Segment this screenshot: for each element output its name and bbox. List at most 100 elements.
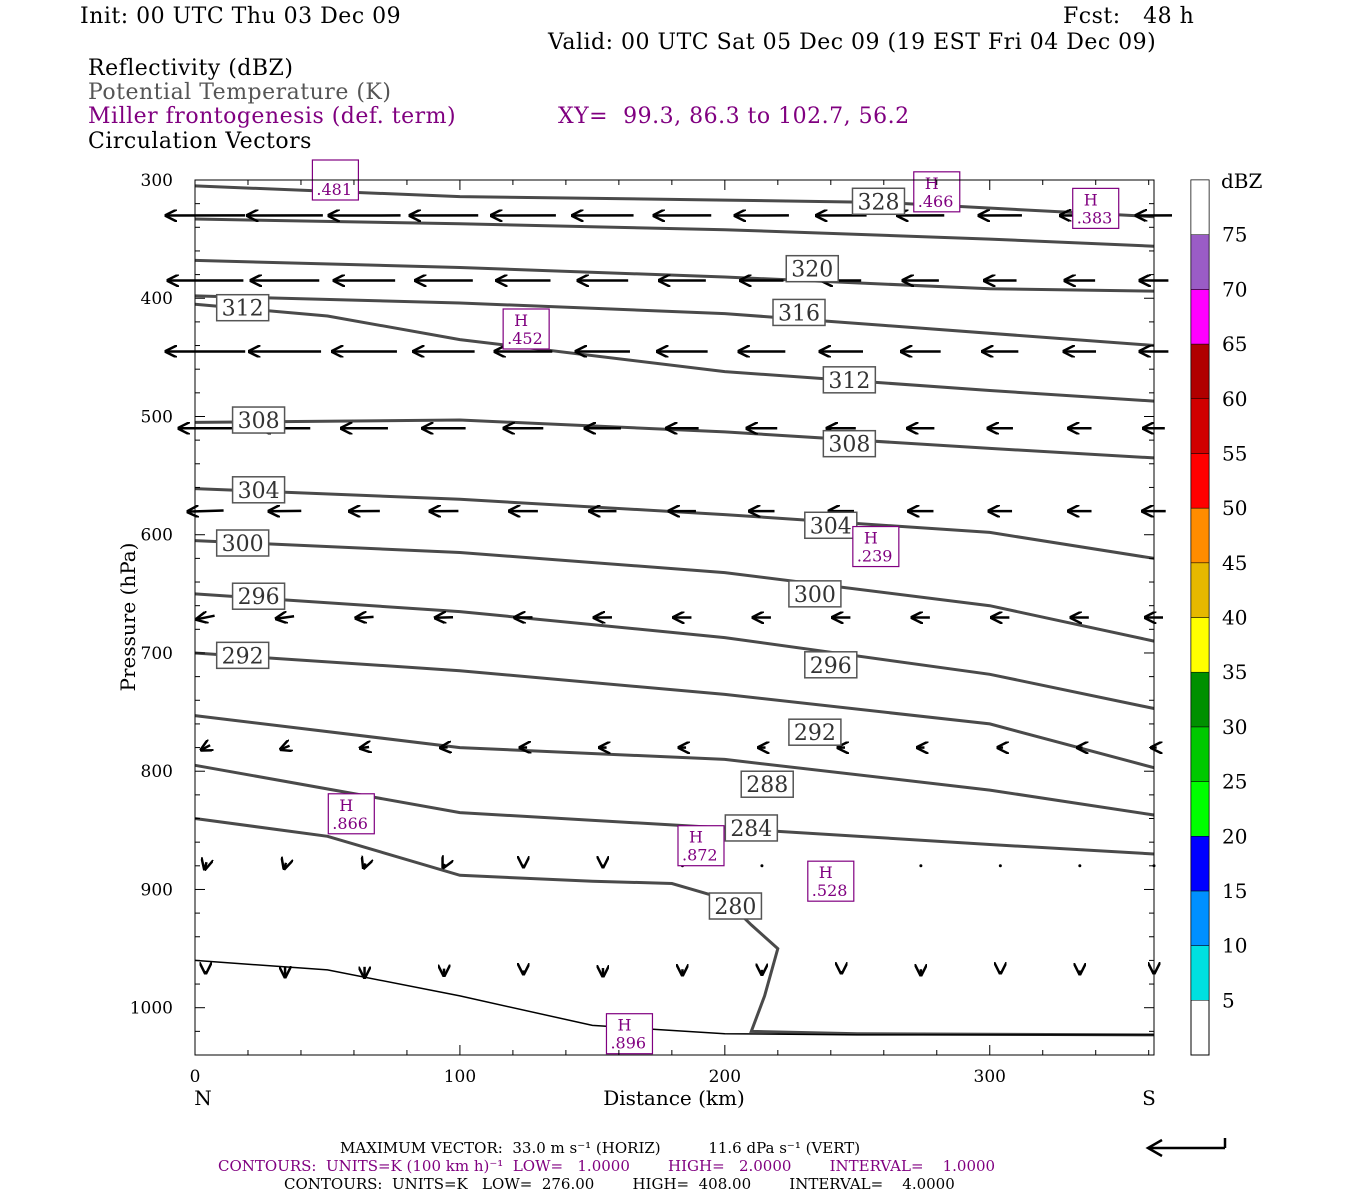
theta-label-304: 304	[804, 511, 858, 539]
svg-text:312: 312	[828, 369, 870, 394]
circulation-vector	[201, 745, 210, 750]
y-tick-label: 400	[141, 289, 173, 309]
theta-contour-316	[194, 294, 1155, 347]
theta-label-288: 288	[740, 770, 794, 798]
colorbar-level-label: 40	[1222, 606, 1247, 630]
colorbar-level-label: 15	[1222, 879, 1247, 903]
circulation-vector	[760, 864, 764, 868]
colorbar-level-label: 5	[1222, 988, 1235, 1012]
frontogenesis-high: H.239	[852, 525, 900, 568]
theta-label-300: 300	[215, 529, 270, 557]
svg-text:320: 320	[791, 258, 833, 283]
y-tick-label: 1000	[130, 999, 173, 1019]
frontogenesis-high: H.452	[502, 308, 550, 350]
y-tick-label: 700	[141, 644, 173, 664]
circulation-vector	[443, 864, 445, 868]
theta-label-308: 308	[231, 406, 286, 434]
circulation-vector	[197, 616, 215, 620]
theta-contour-296	[194, 592, 1155, 710]
circulation-vector	[284, 863, 286, 869]
circulation-vector	[360, 747, 369, 748]
x-tick-label: 100	[444, 1067, 476, 1087]
x-tick-label: 0	[190, 1067, 201, 1087]
colorbar-swatch	[1190, 234, 1210, 290]
plot-frame	[194, 179, 1155, 1056]
svg-text:328: 328	[857, 190, 899, 215]
colorbar-swatch	[1190, 671, 1210, 728]
init-time: Init: 00 UTC Thu 03 Dec 09	[80, 4, 402, 29]
svg-text:304: 304	[810, 514, 852, 539]
x-tick-label: 200	[709, 1067, 741, 1087]
colorbar-level-label: 70	[1222, 277, 1247, 301]
y-tick-label: 800	[141, 762, 173, 782]
theta-label-308: 308	[822, 429, 877, 458]
svg-text:H: H	[1084, 190, 1098, 209]
theta-label-292: 292	[215, 641, 270, 669]
svg-text:H: H	[514, 311, 528, 330]
svg-text:.872: .872	[682, 846, 718, 865]
theta-contour-328	[194, 184, 1155, 219]
theta-contour-276	[194, 959, 1154, 1036]
theta-contour-288	[194, 714, 1155, 817]
y-tick-label: 500	[141, 407, 173, 427]
circulation-vector	[205, 862, 207, 869]
circulation-vector	[1078, 864, 1082, 868]
theta-contour-312	[194, 302, 1155, 403]
colorbar-swatch	[1190, 398, 1210, 454]
colorbar-level-label: 25	[1222, 770, 1247, 794]
colorbar-swatch	[1190, 836, 1210, 892]
colorbar-level-label: 50	[1222, 496, 1247, 520]
svg-text:H: H	[689, 828, 703, 847]
colorbar-swatch	[1190, 945, 1210, 1001]
svg-text:296: 296	[810, 654, 852, 679]
theta-contour-320	[194, 258, 1155, 293]
svg-text:H: H	[339, 796, 353, 815]
x-end-label-north: N	[194, 1086, 212, 1110]
field-potential-temperature: Potential Temperature (K)	[88, 80, 392, 105]
svg-text:.528: .528	[812, 881, 848, 900]
frontogenesis-high: H.866	[327, 793, 375, 835]
colorbar-swatch	[1190, 781, 1210, 837]
y-tick-label: 300	[141, 171, 173, 191]
circulation-vector	[440, 747, 447, 748]
colorbar-swatch	[1190, 890, 1210, 946]
theta-label-296: 296	[231, 582, 286, 610]
colorbar-level-label: 45	[1222, 551, 1247, 575]
svg-text:H: H	[925, 174, 939, 193]
svg-text:.452: .452	[507, 329, 543, 348]
theta-contour-note: CONTOURS: UNITS=K LOW= 276.00 HIGH= 408.…	[284, 1175, 955, 1193]
field-frontogenesis: Miller frontogenesis (def. term)	[88, 104, 457, 129]
y-tick-label: 900	[141, 880, 173, 900]
svg-text:288: 288	[746, 773, 788, 798]
svg-text:H: H	[617, 1016, 631, 1035]
theta-contour-304	[194, 487, 1155, 560]
colorbar-swatch	[1190, 453, 1210, 509]
svg-text:312: 312	[222, 297, 264, 322]
theta-label-284: 284	[724, 814, 779, 842]
circulation-vector	[435, 617, 454, 618]
y-tick-label: 600	[141, 526, 173, 546]
svg-text:308: 308	[828, 433, 870, 458]
theta-label-312: 312	[822, 366, 877, 394]
theta-label-292: 292	[788, 718, 842, 746]
frontogenesis-contour-note: CONTOURS: UNITS=K (100 km h)⁻¹ LOW= 1.00…	[218, 1157, 996, 1175]
colorbar-level-label: 65	[1222, 332, 1247, 356]
svg-text:316: 316	[778, 301, 820, 326]
colorbar-level-label: 35	[1222, 660, 1247, 684]
frontogenesis-high: H.896	[605, 1013, 654, 1055]
svg-text:296: 296	[238, 585, 280, 610]
circulation-vector	[919, 864, 923, 868]
svg-text:300: 300	[222, 532, 264, 557]
forecast-hour: Fcst: 48 h	[1063, 4, 1195, 29]
theta-label-328: 328	[851, 187, 906, 215]
frontogenesis-high: H.528	[807, 860, 855, 902]
colorbar-level-label: 55	[1222, 441, 1247, 465]
cross-section-xy: XY= 99.3, 86.3 to 102.7, 56.2	[558, 104, 910, 129]
svg-text:.383: .383	[1077, 208, 1113, 227]
y-axis-title: Pressure (hPa)	[116, 543, 140, 692]
x-axis-title: Distance (km)	[603, 1086, 745, 1110]
valid-time: Valid: 00 UTC Sat 05 Dec 09 (19 EST Fri …	[548, 30, 1157, 55]
circulation-vector	[188, 510, 224, 511]
svg-text:304: 304	[238, 479, 280, 504]
circulation-vector	[356, 617, 374, 618]
